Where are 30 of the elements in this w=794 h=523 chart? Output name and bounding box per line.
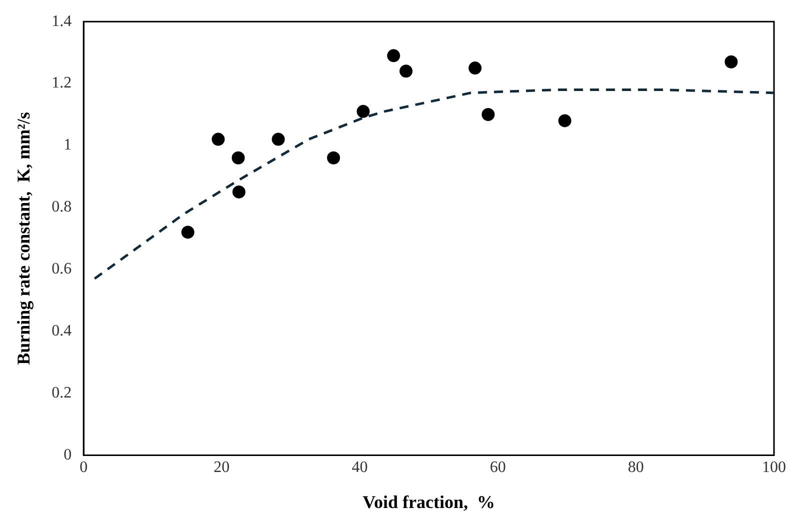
point xyxy=(400,64,413,78)
x-tick-label: 80 xyxy=(628,459,644,476)
y-tick-label: 0.2 xyxy=(52,384,72,402)
x-tick-label: 40 xyxy=(352,459,368,476)
point xyxy=(482,108,495,122)
y-tick-label: 0.6 xyxy=(52,260,72,278)
x-axis-title: Void fraction, % xyxy=(362,492,495,512)
x-tick-label: 60 xyxy=(490,459,506,476)
point xyxy=(468,62,482,75)
y-tick-label: 0 xyxy=(64,446,72,464)
x-tick-label: 20 xyxy=(214,459,230,476)
y-tick-label: 0.8 xyxy=(52,198,72,216)
point xyxy=(212,132,225,146)
y-tick-label: 1 xyxy=(64,136,72,154)
point xyxy=(232,185,246,198)
x-tick-label: 0 xyxy=(80,459,88,476)
y-tick-label: 1.2 xyxy=(52,74,72,92)
point xyxy=(356,104,370,118)
point xyxy=(327,151,340,164)
line-series xyxy=(93,88,774,280)
point xyxy=(558,114,572,128)
y-tick-label: 0.4 xyxy=(52,322,72,340)
y-axis-title: Burning rate constant, K, mm²/s xyxy=(13,112,34,365)
x-tick-label: 100 xyxy=(762,459,786,476)
point xyxy=(272,132,285,146)
y-tick-label: 1.4 xyxy=(52,12,72,30)
point xyxy=(387,49,400,62)
point xyxy=(724,55,738,68)
point xyxy=(232,151,245,164)
point xyxy=(181,226,194,239)
